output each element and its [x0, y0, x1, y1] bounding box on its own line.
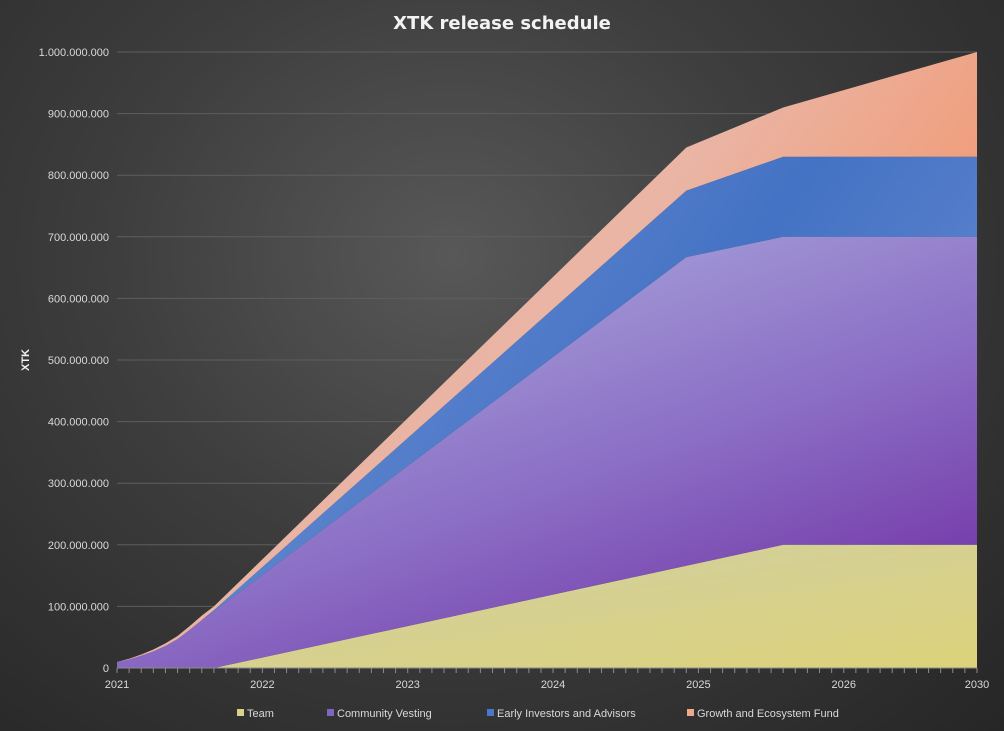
y-tick-label: 900.000.000	[48, 109, 109, 121]
legend-item: Community Vesting	[327, 708, 432, 720]
y-tick-label: 700.000.000	[48, 232, 109, 244]
y-tick-label: 600.000.000	[48, 293, 109, 305]
area-community-vesting	[117, 236, 977, 669]
legend-label: Team	[247, 708, 274, 720]
y-tick-label: 500.000.000	[48, 355, 109, 367]
legend-item: Growth and Ecosystem Fund	[687, 708, 839, 720]
legend-item: Team	[237, 708, 274, 720]
legend-swatch	[237, 709, 244, 716]
y-tick-label: 1.000.000.000	[39, 47, 109, 59]
x-tick-label: 2021	[105, 679, 129, 691]
y-tick-label: 100.000.000	[48, 601, 109, 613]
area-team	[117, 544, 977, 668]
area-growth-and-ecosystem-fund	[117, 52, 977, 662]
y-tick-label: 300.000.000	[48, 478, 109, 490]
y-tick-label: 400.000.000	[48, 417, 109, 429]
legend-swatch	[687, 709, 694, 716]
legend-label: Growth and Ecosystem Fund	[697, 708, 839, 720]
y-tick-label: 0	[103, 663, 109, 675]
legend-item: Early Investors and Advisors	[487, 708, 636, 720]
x-tick-label: 2024	[541, 679, 565, 691]
y-tick-label: 200.000.000	[48, 540, 109, 552]
x-tick-label: 2022	[250, 679, 274, 691]
legend-swatch	[487, 709, 494, 716]
legend-label: Early Investors and Advisors	[497, 708, 636, 720]
y-tick-label: 800.000.000	[48, 170, 109, 182]
y-axis-label: XTK	[20, 349, 32, 371]
area-early-investors-and-advisors	[117, 156, 977, 662]
x-tick-label: 2025	[686, 679, 710, 691]
axes: 0 100.000.000 200.000.000 300.000.000 400.00…	[39, 47, 990, 691]
x-tick-label: 2030	[965, 679, 989, 691]
x-tick-label: 2023	[395, 679, 419, 691]
legend: Team Community Vesting Early Investors and…	[237, 708, 839, 720]
legend-swatch	[327, 709, 334, 716]
chart-title: XTK release schedule	[393, 13, 611, 34]
legend-label: Community Vesting	[337, 708, 432, 720]
areas	[117, 52, 977, 669]
x-tick-label: 2026	[832, 679, 856, 691]
